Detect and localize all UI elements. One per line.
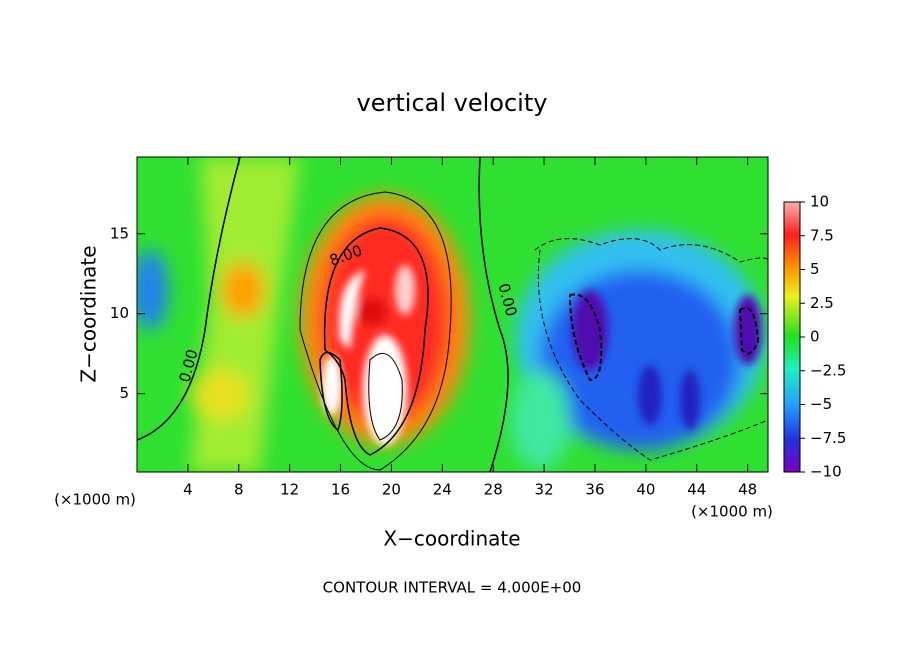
x-unit-label: (×1000 m) xyxy=(54,491,136,509)
x-unit-label: (×1000 m) xyxy=(691,503,773,521)
colorbar-tick-label: −7.5 xyxy=(810,429,846,447)
x-tick-label: 36 xyxy=(585,481,604,499)
colorbar xyxy=(783,201,801,473)
y-tick-label: 5 xyxy=(119,384,129,402)
colorbar-tick-label: 2.5 xyxy=(810,294,834,312)
x-tick-label: 16 xyxy=(331,481,350,499)
colorbar-tick-label: 0 xyxy=(810,328,820,346)
x-tick-label: 4 xyxy=(183,481,193,499)
footer: CONTOUR INTERVAL = 4.000E+00 xyxy=(323,579,582,597)
chart-title: vertical velocity xyxy=(357,89,548,117)
x-tick-label: 48 xyxy=(738,481,757,499)
plot-frame xyxy=(136,156,769,473)
colorbar-tick-label: 7.5 xyxy=(810,226,834,244)
colorbar-tick-label: 10 xyxy=(810,193,829,211)
x-tick-label: 28 xyxy=(484,481,503,499)
colorbar-tick-label: −2.5 xyxy=(810,361,846,379)
x-tick-label: 24 xyxy=(433,481,452,499)
x-tick-label: 40 xyxy=(636,481,655,499)
colorbar-tick-label: −5 xyxy=(810,395,832,413)
contour-field xyxy=(137,157,768,472)
colorbar-tick-label: 5 xyxy=(810,260,820,278)
colorbar-tick-label: −10 xyxy=(810,463,842,481)
y-axis-label: Z−coordinate xyxy=(77,245,101,382)
y-tick-label: 10 xyxy=(110,304,129,322)
x-tick-label: 20 xyxy=(382,481,401,499)
x-tick-label: 12 xyxy=(280,481,299,499)
x-tick-label: 32 xyxy=(535,481,554,499)
y-tick-label: 15 xyxy=(110,224,129,242)
x-tick-label: 8 xyxy=(234,481,244,499)
x-axis-label: X−coordinate xyxy=(383,527,520,551)
x-tick-label: 44 xyxy=(687,481,706,499)
